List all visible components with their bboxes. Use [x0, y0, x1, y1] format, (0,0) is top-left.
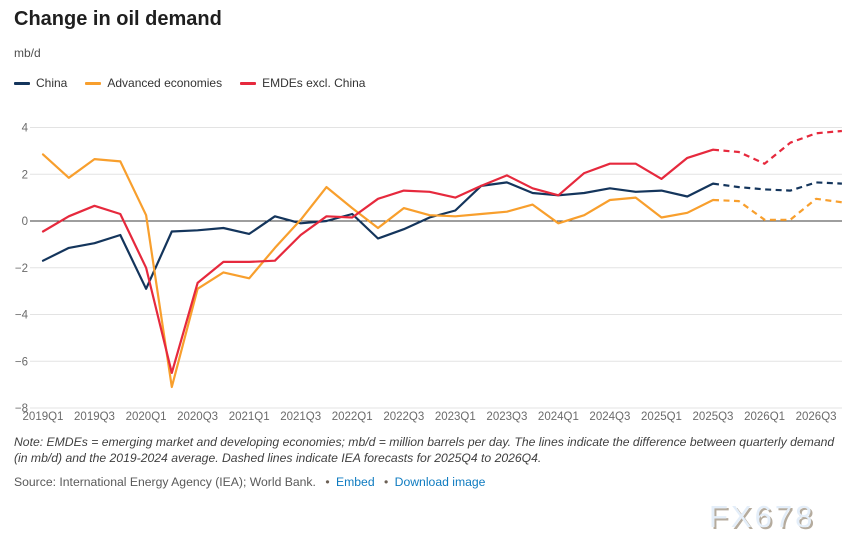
x-tick-label: 2024Q3: [589, 411, 630, 423]
emdes-line-swatch-icon: [240, 81, 257, 85]
x-tick-label: 2023Q3: [486, 411, 527, 423]
x-tick-label: 2021Q1: [229, 411, 270, 423]
legend-label-advanced-economies: Advanced economies: [107, 76, 223, 90]
series-line-emdes: [41, 148, 715, 374]
x-tick-label: 2021Q3: [280, 411, 321, 423]
series-line-advanced: [41, 153, 715, 389]
y-tick-label: 4: [22, 123, 29, 135]
y-tick-label: 2: [22, 169, 28, 181]
x-tick-label: 2026Q1: [744, 411, 785, 423]
x-tick-label: 2023Q1: [435, 411, 476, 423]
x-tick-label: 2025Q3: [693, 411, 734, 423]
page-title: Change in oil demand: [14, 8, 222, 30]
advanced-economies-line-swatch-icon: [85, 81, 102, 85]
legend-item-emdes: EMDEs excl. China: [240, 76, 365, 90]
chart-note: Note: EMDEs = emerging market and develo…: [14, 435, 835, 466]
x-tick-label: 2019Q1: [23, 411, 64, 423]
legend: China Advanced economies EMDEs excl. Chi…: [14, 76, 365, 90]
chart-source-line: Source: International Energy Agency (IEA…: [14, 475, 485, 489]
source-text: Source: International Energy Agency (IEA…: [14, 475, 316, 489]
legend-item-advanced-economies: Advanced economies: [85, 76, 222, 90]
x-tick-label: 2026Q3: [796, 411, 837, 423]
bullet-separator: •: [384, 475, 389, 489]
y-tick-label: −4: [15, 310, 29, 322]
series-forecast-line-emdes: [712, 129, 842, 165]
x-tick-label: 2025Q1: [641, 411, 682, 423]
legend-label-emdes: EMDEs excl. China: [262, 76, 366, 90]
y-tick-label: −2: [15, 263, 28, 275]
y-tick-label: −6: [15, 356, 28, 368]
x-tick-label: 2022Q3: [383, 411, 424, 423]
watermark: FX678: [709, 499, 816, 534]
series-forecast-line-china: [712, 181, 842, 192]
x-tick-label: 2020Q1: [126, 411, 167, 423]
download-image-link[interactable]: Download image: [394, 475, 486, 489]
x-tick-label: 2024Q1: [538, 411, 579, 423]
x-tick-label: 2022Q1: [332, 411, 373, 423]
china-line-swatch-icon: [14, 81, 30, 85]
y-tick-label: 0: [22, 216, 28, 228]
y-axis-unit-label: mb/d: [14, 46, 41, 60]
bullet-separator: •: [325, 475, 330, 489]
x-tick-label: 2019Q3: [74, 411, 115, 423]
legend-item-china: China: [14, 76, 67, 90]
legend-label-china: China: [36, 76, 68, 90]
series-forecast-line-advanced: [712, 197, 843, 221]
x-tick-label: 2020Q3: [177, 411, 218, 423]
embed-link[interactable]: Embed: [335, 475, 375, 489]
y-tick-label: −8: [15, 403, 28, 415]
